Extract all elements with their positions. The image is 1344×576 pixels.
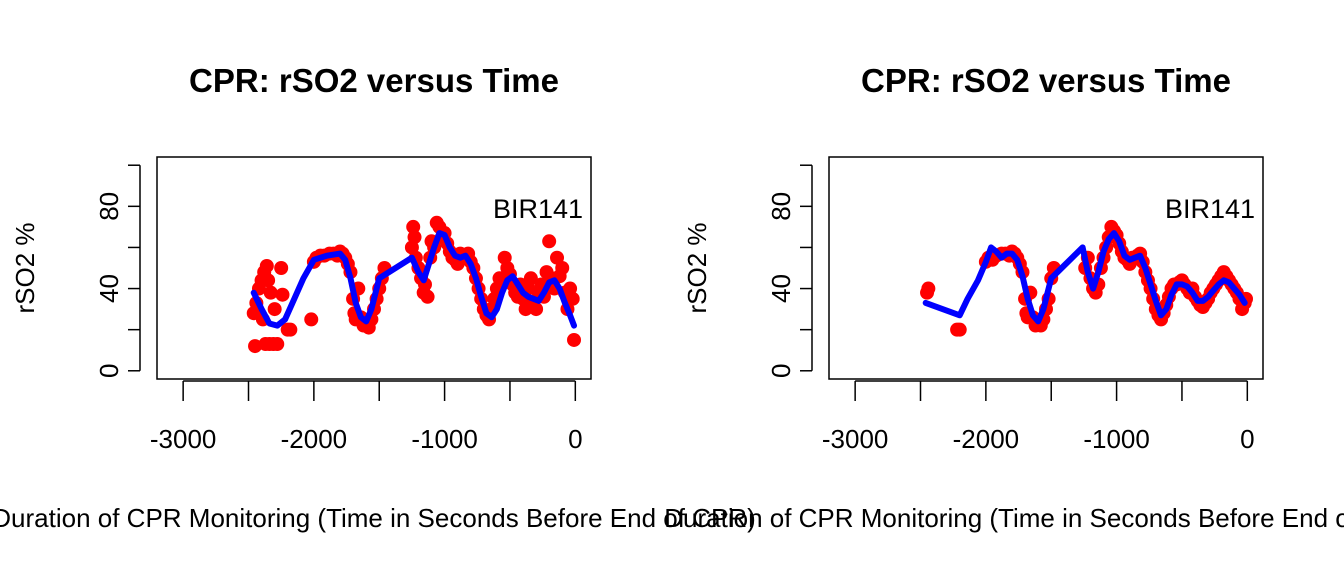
x-axis: -3000 -2000 -1000 0 [822, 380, 1255, 454]
data-point [283, 322, 298, 337]
y-axis-label: rSO2 % [10, 222, 40, 313]
x-tick-label: -1000 [1083, 424, 1150, 454]
x-axis: -3000 -2000 -1000 0 [150, 380, 583, 454]
data-point [407, 230, 422, 245]
data-point [406, 219, 421, 234]
chart-panel-2: CPR: rSO2 versus Time rSO2 % Duration of… [664, 62, 1344, 533]
data-point [263, 285, 278, 300]
data-point [555, 261, 570, 275]
data-point [270, 337, 285, 352]
subject-annotation: BIR141 [493, 194, 583, 224]
chart-title: CPR: rSO2 versus Time [861, 62, 1231, 99]
y-tick-label: 0 [766, 364, 796, 378]
data-point [567, 332, 582, 347]
x-tick-label: -3000 [822, 424, 889, 454]
chart-title: CPR: rSO2 versus Time [189, 62, 559, 99]
plot-frame [828, 156, 1264, 380]
x-tick-label: 0 [568, 424, 582, 454]
data-point [259, 258, 274, 273]
plot-frame [156, 156, 592, 380]
x-axis-label: Duration of CPR Monitoring (Time in Seco… [0, 503, 756, 533]
data-point [304, 312, 319, 327]
x-tick-label: -2000 [281, 424, 348, 454]
data-point [420, 289, 435, 304]
data-point [275, 287, 290, 302]
data-point [921, 281, 936, 296]
y-axis-label: rSO2 % [682, 222, 712, 313]
y-axis: 0 40 80 [766, 164, 813, 378]
data-point [542, 234, 557, 249]
data-point [523, 271, 538, 286]
y-tick-label: 0 [94, 364, 124, 378]
plot-area: BIR141 [920, 194, 1255, 337]
x-tick-label: 0 [1240, 424, 1254, 454]
y-axis: 0 40 80 [94, 164, 141, 378]
trend-line-group [922, 230, 1248, 325]
data-points [920, 219, 1254, 337]
data-point [565, 291, 580, 306]
y-tick-label: 80 [766, 192, 796, 221]
chart-panel-1: CPR: rSO2 versus Time rSO2 % Duration of… [0, 62, 756, 533]
y-tick-label: 40 [94, 274, 124, 303]
data-point [529, 302, 544, 317]
data-point [952, 322, 967, 337]
data-point [274, 261, 289, 275]
y-tick-label: 80 [94, 192, 124, 221]
x-axis-label: Duration of CPR Monitoring (Time in Seco… [664, 503, 1344, 533]
trend-line [250, 230, 577, 329]
data-point [261, 273, 276, 288]
data-point [248, 339, 263, 354]
y-tick-label: 40 [766, 274, 796, 303]
data-points [246, 215, 582, 354]
data-point [267, 302, 282, 317]
trend-line-group [250, 230, 577, 329]
x-tick-label: -1000 [411, 424, 478, 454]
trend-line [922, 230, 1248, 325]
x-tick-label: -3000 [150, 424, 217, 454]
subject-annotation: BIR141 [1165, 194, 1255, 224]
x-tick-label: -2000 [953, 424, 1020, 454]
plot-area: BIR141 [246, 194, 583, 354]
